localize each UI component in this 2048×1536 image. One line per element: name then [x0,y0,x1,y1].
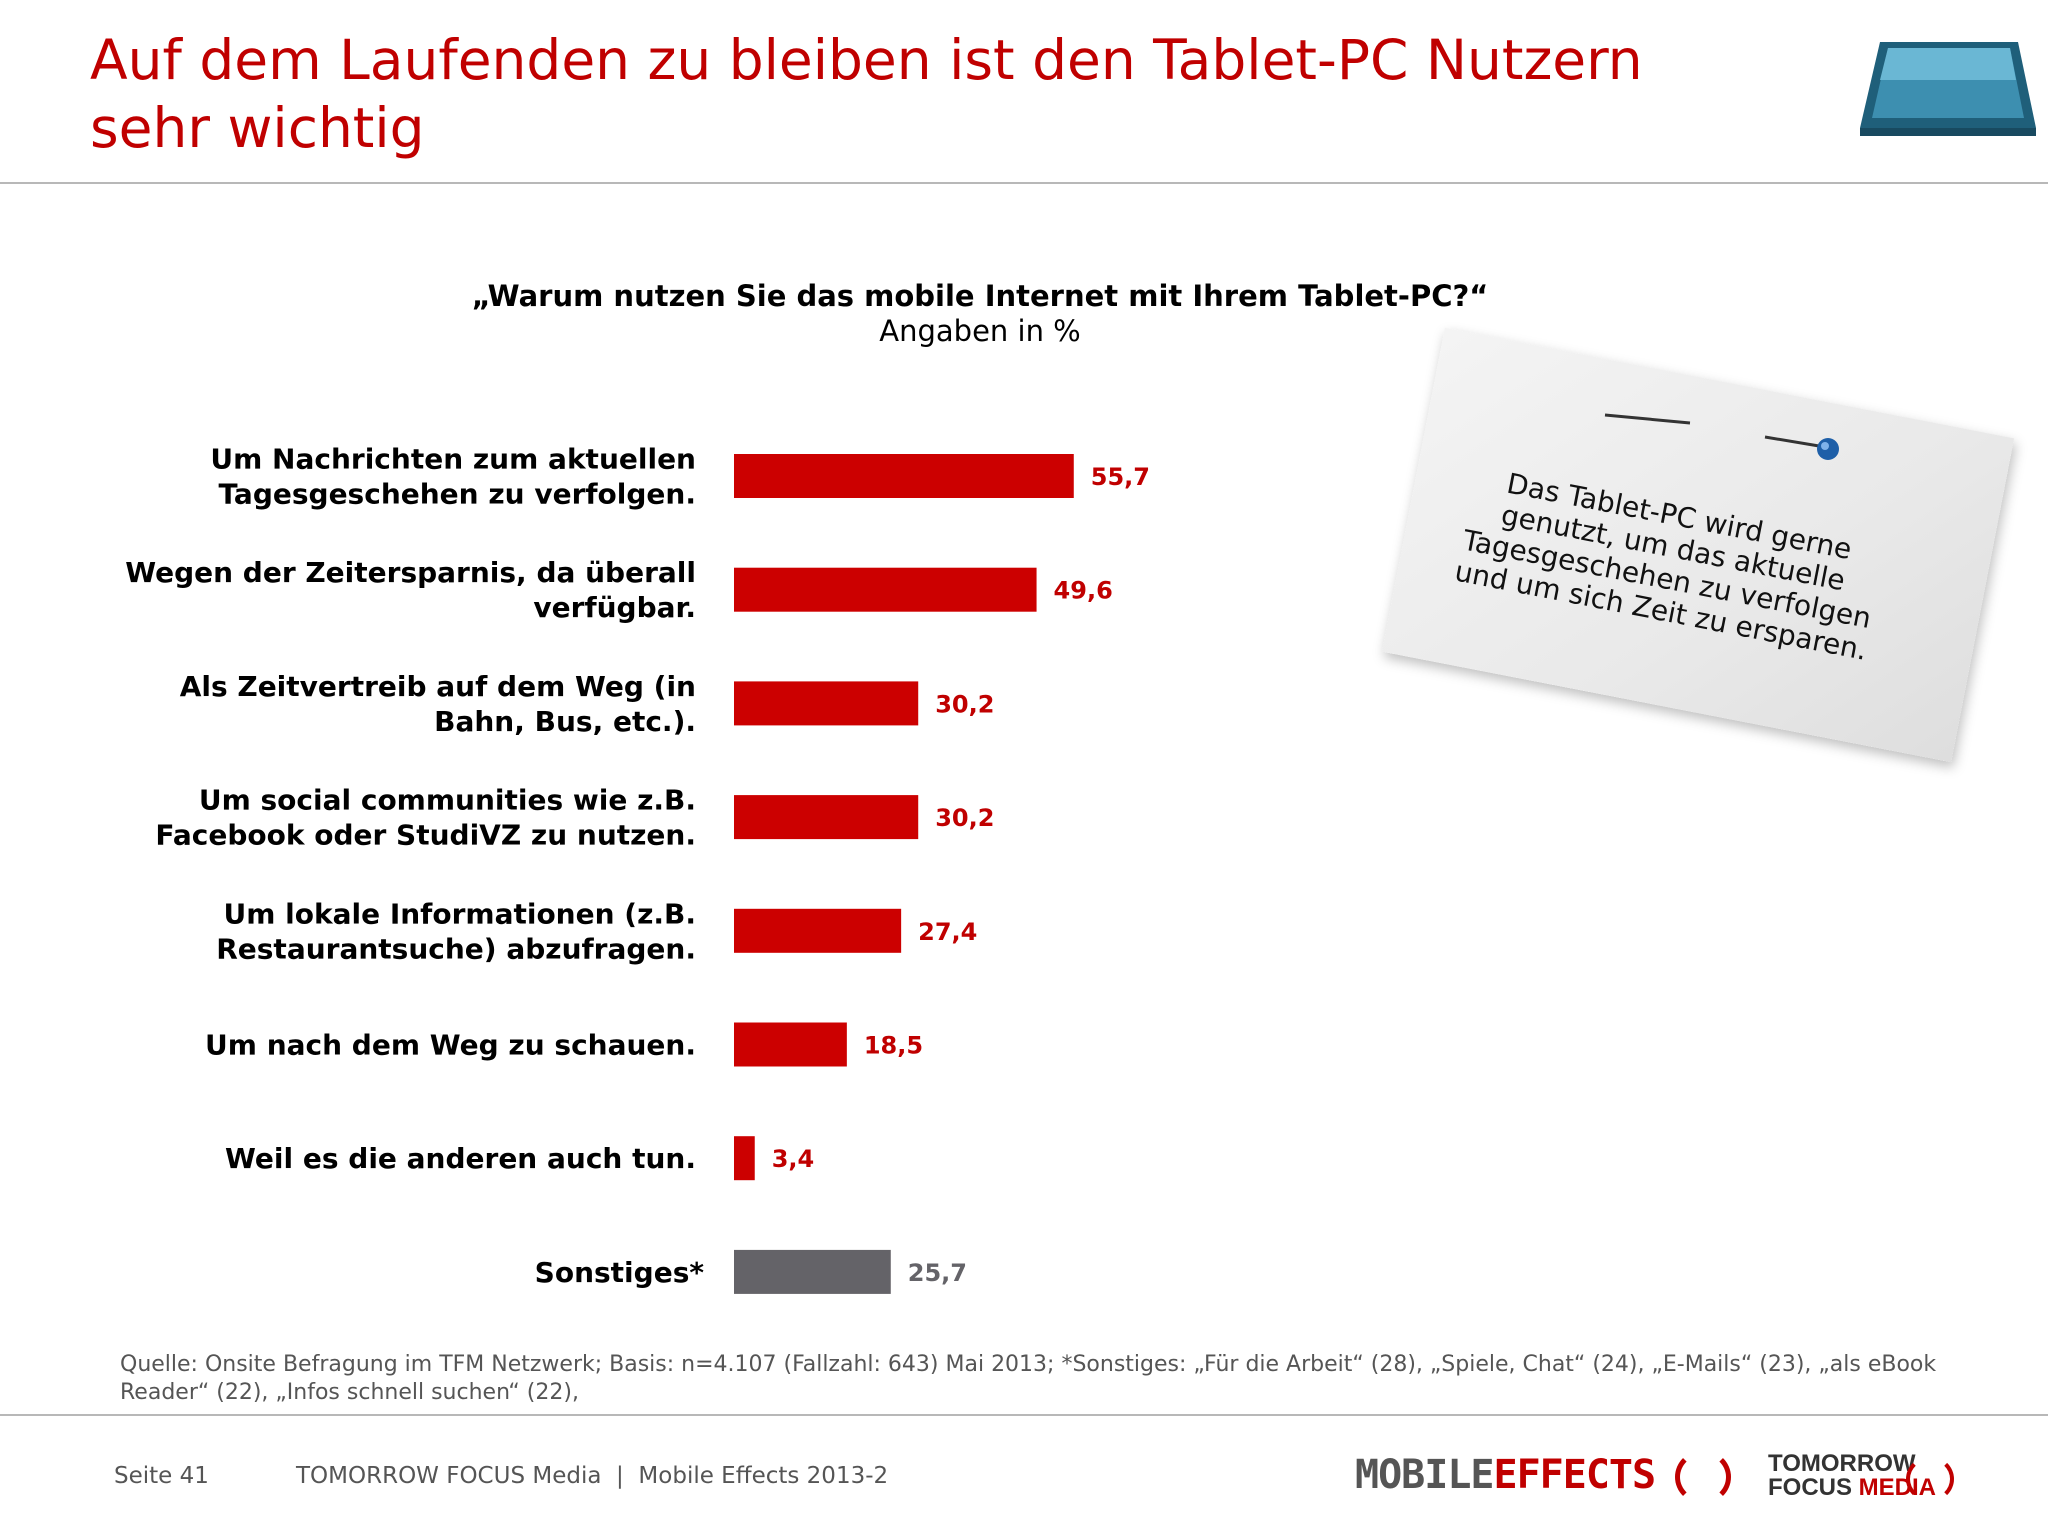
data-label: 30,2 [935,804,994,832]
bar [734,454,1074,498]
category-label-line: Wegen der Zeitersparnis, da überall [125,556,696,589]
header-divider [0,182,2048,184]
footer-text-label: TOMORROW FOCUS Media | Mobile Effects 20… [296,1463,889,1489]
tomorrow-focus-logo: TOMORROW FOCUS MEDIA [1768,1452,1936,1500]
category-label-line: Um Nachrichten zum aktuellen [210,443,696,476]
logo-mobile-text: MOBILE [1355,1452,1494,1498]
data-label: 25,7 [908,1259,967,1287]
logo-tomorrow-text: TOMORROW [1768,1450,1916,1477]
bar [734,795,919,840]
data-label: 27,4 [918,918,977,946]
category-label-line: Als Zeitvertreib auf dem Weg (in [180,670,696,703]
bar [734,1249,891,1294]
category-label-line: verfügbar. [533,591,696,624]
logo-focus-text: FOCUS [1768,1474,1852,1501]
category-label: Um social communities wie z.B. Facebook o… [155,784,696,852]
bar [734,1136,755,1181]
bar [734,681,919,726]
category-label: Um lokale Informationen (z.B. Restaurants… [216,897,696,965]
chart-subtitle: Angaben in % [879,314,1081,348]
category-label-line: Tagesgeschehen zu verfolgen. [218,478,696,511]
category-label-line: Weil es die anderen auch tun. [225,1142,696,1175]
category-label: Als Zeitvertreib auf dem Weg (in Bahn, Bu… [180,670,696,738]
logo-effects-text: EFFECTS [1493,1452,1657,1498]
chart-title: „Warum nutzen Sie das mobile Internet mi… [471,279,1489,313]
category-label-line: Facebook oder StudiVZ zu nutzen. [155,819,696,852]
page-number: Seite 41 [114,1463,209,1489]
mobile-effects-logo-mark [1675,1450,1731,1504]
data-label: 49,6 [1054,577,1113,605]
data-label: 3,4 [772,1145,815,1173]
category-label-line: Restaurantsuche) abzufragen. [216,932,696,965]
mobile-effects-logo: MOBILEEFFECTS [1355,1452,1657,1498]
bar [734,567,1037,612]
category-label-line: Bahn, Bus, etc.). [434,705,696,738]
bar [734,908,902,953]
category-label: Weil es die anderen auch tun. [225,1142,696,1175]
category-label-line: Sonstiges* [535,1256,705,1289]
page-title: Auf dem Laufenden zu bleiben ist den Tab… [90,26,1790,162]
category-label-line: Um lokale Informationen (z.B. [223,897,696,930]
footer-divider [0,1414,2048,1416]
category-label: Wegen der Zeitersparnis, da überall verfü… [125,556,696,624]
data-label: 30,2 [935,690,994,718]
data-label: 18,5 [864,1032,923,1060]
tomorrow-focus-logo-mark [1906,1456,1954,1502]
category-label-line: Um social communities wie z.B. [199,784,696,817]
category-label-line: Um nach dem Weg zu schauen. [205,1029,696,1062]
pin-icon [1604,413,1839,460]
category-label: Um nach dem Weg zu schauen. [205,1029,696,1062]
tablet-icon [1860,42,2036,136]
category-label: Um Nachrichten zum aktuellen Tagesgescheh… [210,443,696,511]
page-title-line2: sehr wichtig [90,96,425,160]
footer-text: TOMORROW FOCUS Media | Mobile Effects 20… [296,1463,888,1489]
source-note: Quelle: Onsite Befragung im TFM Netzwerk… [120,1352,1937,1405]
category-label: Sonstiges* [535,1256,705,1289]
bar [734,1022,847,1067]
page-title-line1: Auf dem Laufenden zu bleiben ist den Tab… [90,28,1643,92]
data-label: 55,7 [1091,463,1150,491]
